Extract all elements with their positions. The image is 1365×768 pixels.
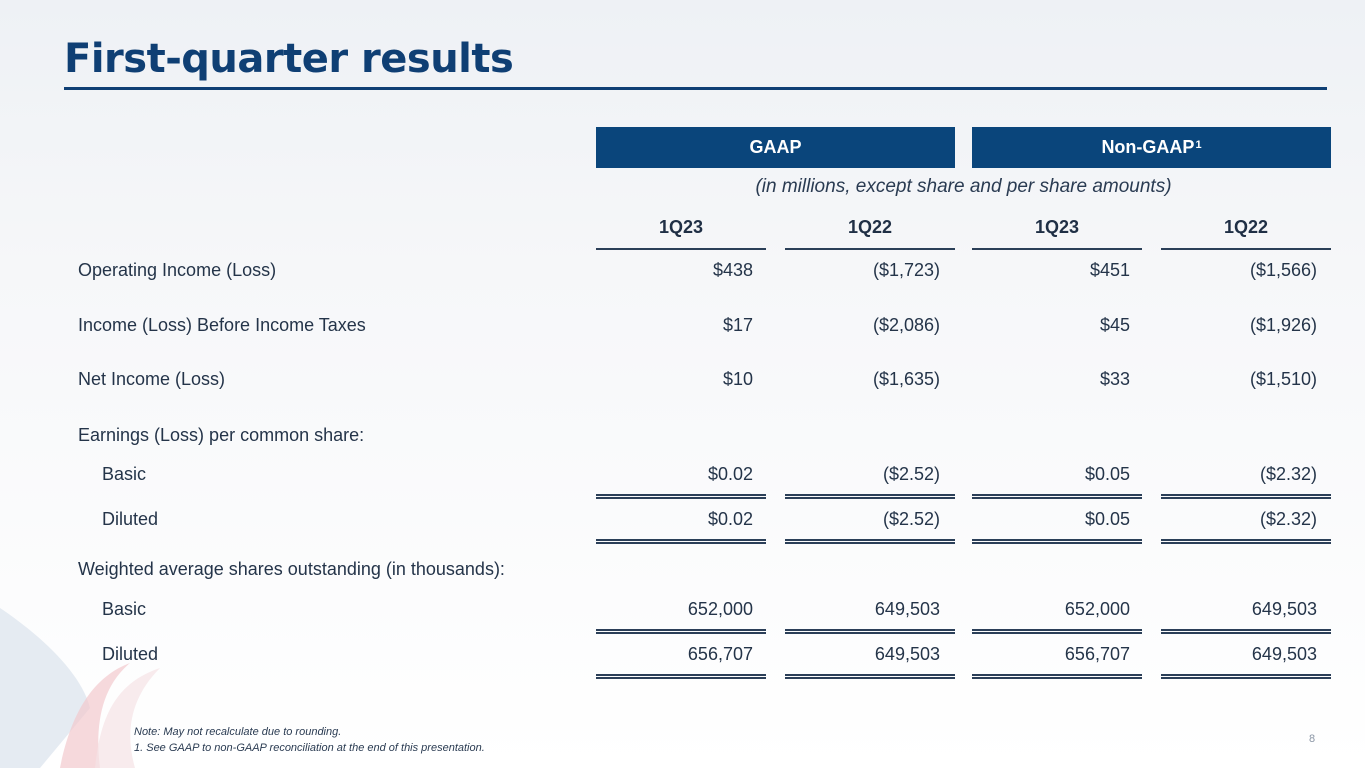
table-cell: ($2.52) xyxy=(882,464,940,484)
double-rule xyxy=(785,539,955,544)
double-rule xyxy=(596,494,766,499)
title-divider xyxy=(64,87,1327,90)
reconciliation-footnote: 1. See GAAP to non-GAAP reconciliation a… xyxy=(134,742,485,754)
double-rule xyxy=(972,494,1142,499)
table-cell: ($2.32) xyxy=(1259,464,1317,484)
table-cell: ($2.32) xyxy=(1259,509,1317,529)
table-cell: 652,000 xyxy=(687,599,753,619)
table-cell: 649,503 xyxy=(1251,599,1317,619)
double-rule xyxy=(596,629,766,634)
page-number: 8 xyxy=(1309,733,1316,745)
table-cell: ($1,926) xyxy=(1249,315,1317,335)
double-rule xyxy=(1161,539,1331,544)
table-cell: 652,000 xyxy=(1064,599,1130,619)
double-rule xyxy=(785,629,955,634)
rounding-note: Note: May not recalculate due to roundin… xyxy=(134,726,342,738)
double-rule xyxy=(972,629,1142,634)
table-cell: $0.02 xyxy=(707,464,753,484)
row-label-eps-diluted: Diluted xyxy=(102,509,159,529)
row-label-shares-basic: Basic xyxy=(102,599,147,619)
double-rule xyxy=(972,674,1142,679)
double-rule xyxy=(972,539,1142,544)
table-cell: ($1,510) xyxy=(1249,369,1317,389)
gaap-header-label: GAAP xyxy=(749,137,802,157)
row-label-eps-basic: Basic xyxy=(102,464,147,484)
double-rule xyxy=(785,674,955,679)
non-gaap-header: Non-GAAP 1 xyxy=(972,127,1331,168)
section-label-shares: Weighted average shares outstanding (in … xyxy=(78,559,505,579)
table-cell: 649,503 xyxy=(1251,644,1317,664)
double-rule xyxy=(596,539,766,544)
double-rule xyxy=(1161,629,1331,634)
col-header-gaap-1q23: 1Q23 xyxy=(596,217,766,250)
table-cell: ($1,566) xyxy=(1249,260,1317,280)
table-cell: $17 xyxy=(722,315,753,335)
table-cell: $0.02 xyxy=(707,509,753,529)
table-cell: 656,707 xyxy=(687,644,753,664)
units-subtitle: (in millions, except share and per share… xyxy=(755,176,1172,197)
table-cell: $45 xyxy=(1099,315,1130,335)
footnote-marker: 1 xyxy=(1195,138,1202,151)
footnotes: Note: May not recalculate due to roundin… xyxy=(134,724,485,756)
row-label-operating-income: Operating Income (Loss) xyxy=(78,260,277,280)
gaap-header: GAAP xyxy=(596,127,955,168)
col-header-gaap-1q22: 1Q22 xyxy=(785,217,955,250)
table-cell: 649,503 xyxy=(874,599,940,619)
double-rule xyxy=(1161,674,1331,679)
row-label-shares-diluted: Diluted xyxy=(102,644,159,664)
section-label-eps: Earnings (Loss) per common share: xyxy=(78,425,365,445)
row-label-income-before-taxes: Income (Loss) Before Income Taxes xyxy=(78,315,366,335)
brand-swoosh-graphic xyxy=(0,608,160,768)
table-cell: $438 xyxy=(712,260,753,280)
page-title: First-quarter results xyxy=(64,36,514,82)
col-header-nongaap-1q23: 1Q23 xyxy=(972,217,1142,250)
table-cell: ($2.52) xyxy=(882,509,940,529)
table-cell: ($1,723) xyxy=(872,260,940,280)
table-cell: ($1,635) xyxy=(872,369,940,389)
double-rule xyxy=(596,674,766,679)
table-cell: 656,707 xyxy=(1064,644,1130,664)
double-rule xyxy=(785,494,955,499)
table-cell: $0.05 xyxy=(1084,464,1130,484)
table-cell: ($2,086) xyxy=(872,315,940,335)
col-header-nongaap-1q22: 1Q22 xyxy=(1161,217,1331,250)
table-cell: $33 xyxy=(1099,369,1130,389)
table-cell: $0.05 xyxy=(1084,509,1130,529)
double-rule xyxy=(1161,494,1331,499)
non-gaap-header-label: Non-GAAP xyxy=(1101,137,1195,157)
table-cell: 649,503 xyxy=(874,644,940,664)
row-label-net-income: Net Income (Loss) xyxy=(78,369,226,389)
table-cell: $10 xyxy=(722,369,753,389)
table-cell: $451 xyxy=(1089,260,1130,280)
